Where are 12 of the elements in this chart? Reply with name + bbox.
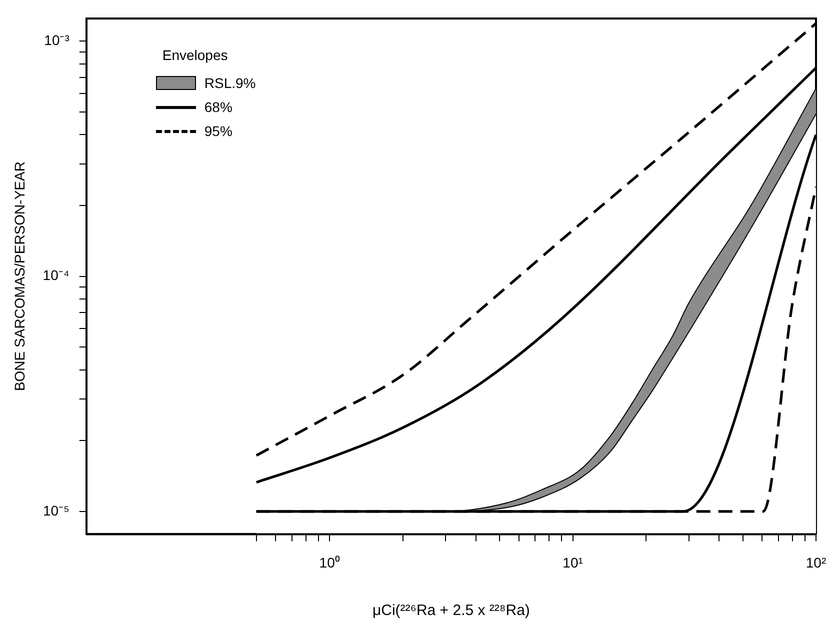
y-tick-label: 10⁻⁵ [42, 502, 70, 518]
x-tick-label: 10⁰ [319, 554, 340, 570]
y-axis-title: BONE SARCOMAS/PERSON-YEAR [11, 162, 28, 392]
y-tick-label: 10⁻³ [44, 32, 70, 48]
y-tick-label: 10⁻⁴ [42, 267, 70, 284]
legend-label: RSL.9% [204, 74, 256, 92]
legend-label: 68% [204, 98, 232, 116]
legend-title: Envelopes [162, 46, 229, 64]
x-axis-title: μCi(²²⁶Ra + 2.5 x ²²⁸Ra) [372, 602, 530, 620]
legend-label: 95% [204, 122, 232, 140]
x-tick-label: 10¹ [562, 554, 584, 570]
x-tick-label: 10² [806, 554, 826, 570]
